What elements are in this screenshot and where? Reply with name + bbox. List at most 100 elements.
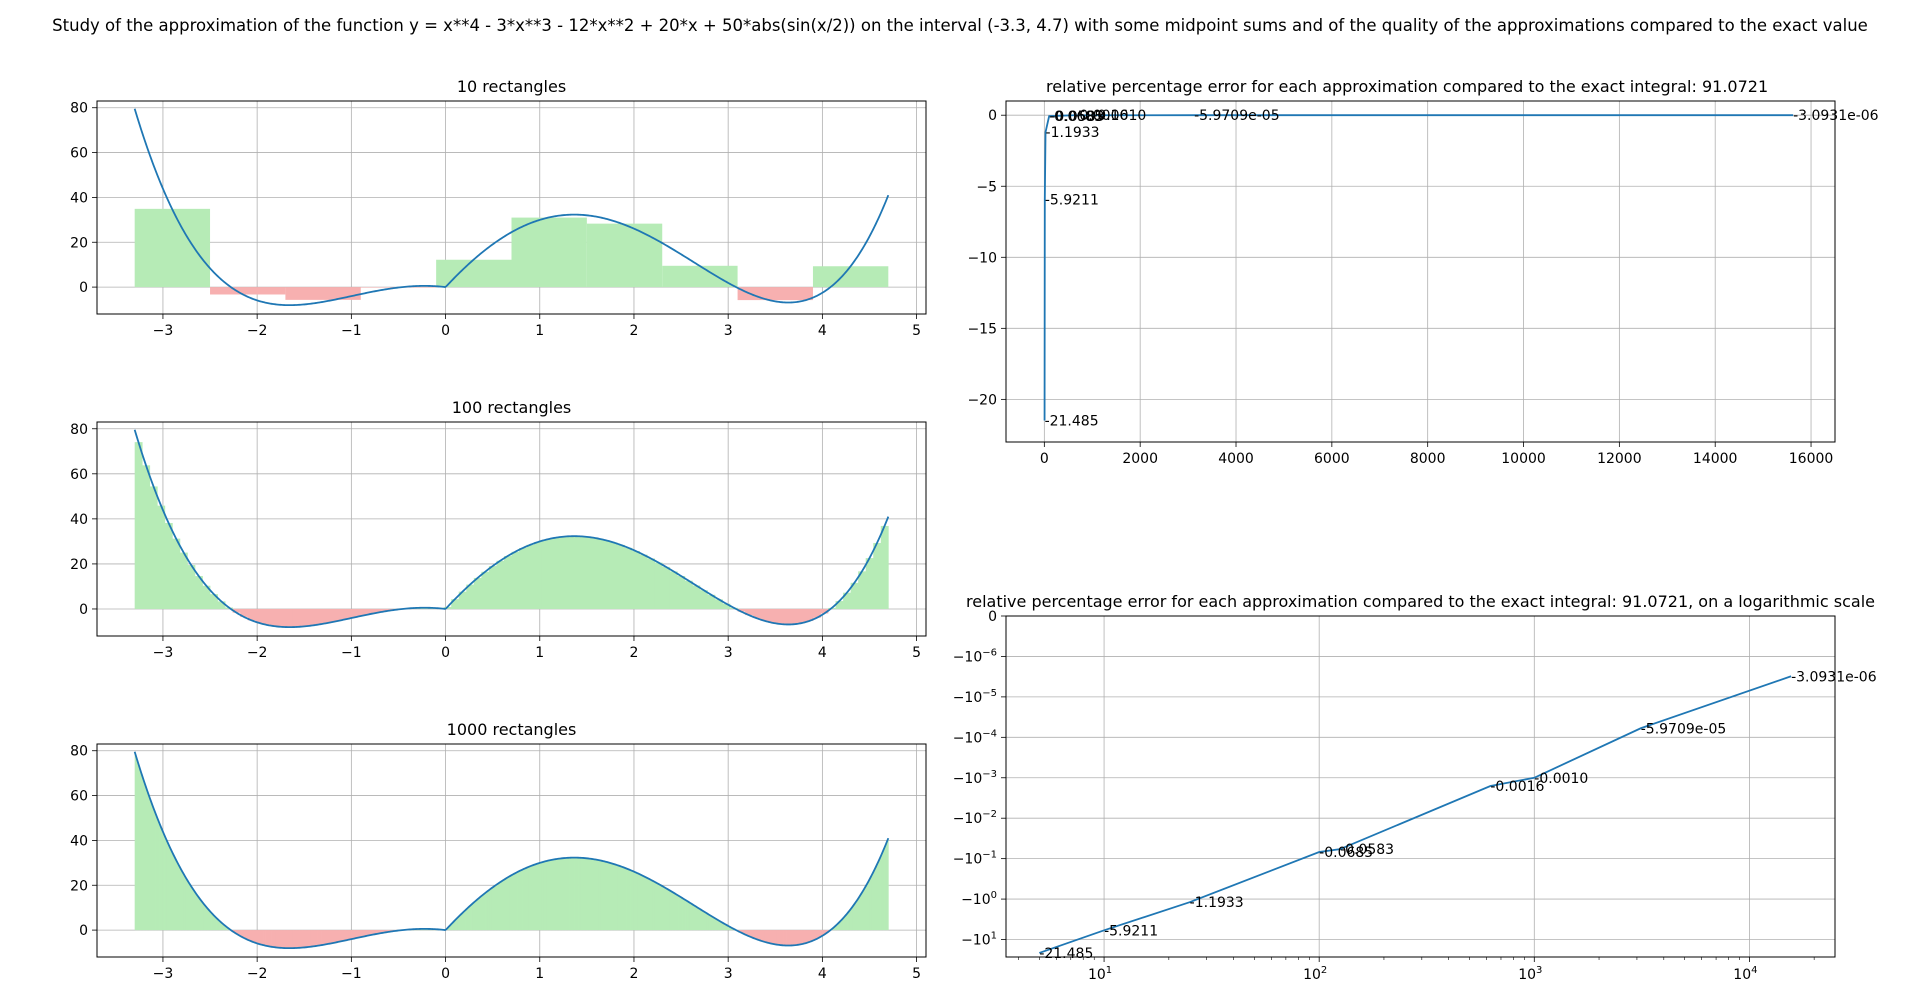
bar bbox=[304, 930, 306, 948]
y-tick-label: −10−4 bbox=[953, 728, 997, 746]
x-tick-label: 4000 bbox=[1218, 451, 1254, 467]
bar bbox=[589, 858, 591, 931]
bar bbox=[245, 930, 247, 939]
bar bbox=[349, 930, 351, 940]
bar bbox=[473, 577, 482, 609]
bar bbox=[467, 907, 469, 931]
bar bbox=[384, 930, 386, 933]
bar bbox=[631, 870, 633, 931]
bar bbox=[201, 900, 203, 931]
y-tick-label: 60 bbox=[70, 146, 88, 162]
bar bbox=[692, 585, 701, 609]
bar bbox=[883, 850, 885, 931]
bar bbox=[219, 920, 221, 931]
y-tick-label: −100 bbox=[961, 890, 997, 908]
bar bbox=[606, 862, 608, 931]
bar bbox=[487, 891, 489, 931]
bar bbox=[656, 883, 659, 931]
bar bbox=[338, 608, 347, 621]
bar bbox=[190, 885, 192, 931]
bar bbox=[765, 930, 767, 943]
bar bbox=[186, 879, 188, 931]
bar bbox=[524, 868, 526, 931]
bar bbox=[617, 865, 619, 931]
bar bbox=[376, 930, 378, 934]
x-tick-label: 12000 bbox=[1597, 451, 1642, 467]
bar bbox=[497, 883, 500, 931]
bar bbox=[705, 912, 708, 931]
bar bbox=[576, 857, 578, 931]
bar bbox=[262, 930, 264, 946]
bar bbox=[204, 904, 206, 931]
bar bbox=[136, 760, 139, 931]
bar bbox=[751, 930, 754, 938]
bar bbox=[194, 891, 196, 931]
bar bbox=[359, 930, 361, 938]
bar bbox=[382, 930, 384, 933]
bar bbox=[482, 894, 484, 931]
x-tick-label: 0 bbox=[1040, 451, 1049, 467]
bar bbox=[561, 858, 564, 931]
bar bbox=[483, 893, 485, 931]
bar bbox=[151, 803, 153, 931]
bar bbox=[580, 857, 582, 931]
bar bbox=[457, 917, 459, 931]
data-label: -0.0583 bbox=[1050, 109, 1104, 125]
data-label: -5.9709e-05 bbox=[1641, 721, 1727, 737]
bar bbox=[492, 887, 494, 931]
bar bbox=[256, 930, 258, 944]
bar bbox=[448, 926, 450, 931]
chart-title: 10 rectangles bbox=[457, 77, 566, 96]
bar bbox=[785, 930, 787, 946]
chart-title: 1000 rectangles bbox=[447, 720, 577, 739]
bar bbox=[561, 858, 563, 931]
axes-frame bbox=[1005, 100, 1836, 443]
bar bbox=[660, 885, 662, 931]
bar bbox=[257, 930, 259, 944]
bar bbox=[502, 880, 504, 931]
bar bbox=[504, 879, 506, 931]
y-tick-label: 0 bbox=[79, 280, 88, 296]
bar bbox=[791, 930, 793, 946]
bar bbox=[874, 868, 876, 931]
bar bbox=[709, 915, 711, 931]
bar bbox=[795, 930, 797, 946]
bar bbox=[690, 903, 692, 931]
bar bbox=[640, 874, 642, 931]
bar bbox=[618, 865, 620, 931]
y-tick-label: 20 bbox=[70, 557, 88, 573]
bar bbox=[881, 853, 883, 931]
bar bbox=[662, 886, 664, 931]
bar bbox=[531, 865, 533, 931]
bar bbox=[799, 930, 801, 945]
bar bbox=[240, 608, 249, 617]
bar bbox=[491, 888, 493, 931]
bar bbox=[680, 897, 682, 931]
bar bbox=[481, 571, 490, 609]
bar bbox=[470, 905, 472, 931]
bar bbox=[299, 930, 301, 948]
bar bbox=[237, 930, 239, 935]
bar bbox=[555, 859, 557, 931]
bar bbox=[226, 927, 228, 931]
bar bbox=[772, 930, 774, 944]
bar bbox=[672, 892, 674, 931]
bar bbox=[363, 930, 365, 937]
y-tick-label: 0 bbox=[79, 602, 88, 618]
bar bbox=[855, 901, 858, 931]
bar bbox=[343, 930, 345, 941]
bar bbox=[464, 911, 466, 931]
bar bbox=[534, 542, 542, 609]
bar bbox=[773, 930, 775, 945]
bar bbox=[452, 922, 454, 931]
bar bbox=[877, 861, 879, 931]
bar bbox=[577, 857, 579, 931]
bar bbox=[675, 894, 677, 931]
bar bbox=[329, 930, 331, 944]
bar bbox=[843, 916, 845, 931]
bar bbox=[505, 878, 507, 931]
data-label: -5.9211 bbox=[1045, 192, 1099, 208]
bar bbox=[673, 892, 675, 931]
bar bbox=[810, 930, 812, 942]
bar bbox=[473, 902, 475, 931]
